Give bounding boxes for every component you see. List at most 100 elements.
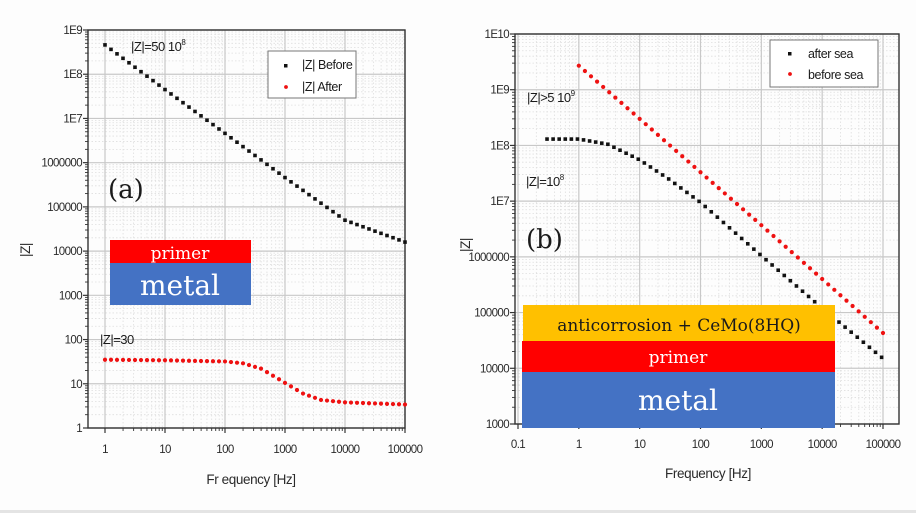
data-point: [856, 309, 861, 314]
data-point: [879, 355, 884, 360]
data-point: [807, 266, 813, 271]
legend-marker-before: [284, 64, 288, 68]
data-point: [788, 278, 793, 283]
data-point: [832, 287, 837, 292]
data-point: [139, 69, 143, 74]
data-point: [114, 357, 120, 362]
legend-b: after sea before sea: [769, 39, 879, 88]
data-point: [709, 210, 714, 214]
data-point: [593, 140, 598, 144]
layer-metal-a: [110, 263, 251, 305]
data-point: [193, 109, 197, 114]
axis-ticks-a: [83, 29, 406, 433]
data-point: [301, 188, 305, 193]
data-point: [587, 139, 592, 143]
data-point: [211, 122, 215, 127]
data-point: [607, 90, 612, 95]
data-point: [563, 137, 568, 141]
data-point: [661, 138, 667, 143]
data-point: [186, 358, 192, 363]
data-point: [187, 105, 191, 109]
y-tick-label: 1E10: [485, 29, 510, 41]
data-point: [771, 233, 776, 239]
data-point: [795, 255, 800, 260]
y-tick-label: 100: [65, 335, 83, 347]
data-point: [704, 175, 709, 180]
minor-grid-a: [88, 30, 405, 428]
data-point: [619, 100, 624, 105]
data-point: [150, 358, 156, 363]
data-point: [228, 359, 234, 365]
data-point: [667, 143, 673, 148]
annotation-z-after-a: |Z|=30: [100, 332, 134, 347]
data-point: [253, 153, 257, 158]
data-point: [880, 330, 886, 336]
data-point: [806, 294, 811, 299]
data-point: [674, 148, 679, 153]
data-point: [745, 241, 750, 246]
data-point: [264, 370, 270, 375]
data-point: [157, 83, 161, 87]
data-point: [121, 56, 125, 61]
data-point: [378, 401, 384, 406]
data-point: [649, 127, 654, 132]
data-point: [722, 191, 727, 196]
data-point: [366, 401, 372, 406]
data-point: [307, 192, 311, 197]
data-point: [545, 137, 549, 141]
data-point: [337, 214, 341, 218]
panel-label-a: (a): [108, 175, 144, 205]
data-point: [247, 149, 251, 153]
annotation-sup: 8: [181, 38, 186, 47]
data-point: [390, 401, 396, 407]
data-point: [813, 271, 819, 276]
annotation-z-after-b: |Z|=108: [526, 173, 565, 189]
data-point: [710, 180, 715, 185]
data-point: [199, 114, 203, 118]
data-point: [240, 361, 246, 366]
data-point: [397, 238, 401, 242]
x-tick-label: 1: [102, 444, 108, 456]
layer-anticorrosion-b: [523, 305, 835, 342]
x-tick-label: 1000: [750, 439, 773, 451]
data-point: [728, 196, 734, 201]
annotation-z-before-b: |Z|>5 109: [527, 89, 576, 105]
y-tick-label: 10000: [53, 246, 82, 258]
data-point: [867, 345, 872, 350]
data-point: [765, 228, 770, 233]
y-tick-label: 1E9: [490, 85, 509, 97]
data-point: [210, 359, 216, 364]
data-point: [636, 157, 641, 162]
data-point: [654, 169, 659, 173]
y-tick-label: 1E7: [490, 196, 509, 208]
layer-metal-label-b: metal: [638, 384, 718, 417]
data-point: [162, 358, 168, 363]
legend-marker-after: [284, 85, 288, 89]
series-before-sea: [576, 63, 886, 336]
data-point: [144, 358, 150, 363]
data-point: [259, 158, 263, 162]
data-point: [246, 362, 252, 368]
data-point: [594, 79, 600, 84]
data-point: [163, 87, 167, 92]
data-point: [588, 74, 594, 79]
data-point: [391, 235, 395, 240]
data-point: [181, 100, 185, 105]
x-axis-title-a: Fr equency [Hz]: [206, 472, 295, 487]
data-point: [151, 78, 155, 83]
data-point: [306, 393, 312, 398]
legend-label-after: |Z| After: [302, 80, 342, 94]
data-point: [782, 273, 787, 278]
data-point: [115, 52, 119, 56]
panel-label-b: (b): [526, 225, 563, 255]
data-point: [727, 226, 732, 230]
y-tick-label: 1E8: [490, 140, 509, 152]
major-grid-a: [88, 29, 406, 429]
data-point: [739, 236, 744, 241]
data-point: [252, 364, 258, 369]
data-point: [205, 118, 209, 123]
data-point: [102, 357, 108, 362]
x-axis-title-b: Frequency [Hz]: [665, 466, 751, 481]
data-point: [379, 231, 383, 236]
legend-a: |Z| Before |Z| After: [267, 50, 357, 99]
